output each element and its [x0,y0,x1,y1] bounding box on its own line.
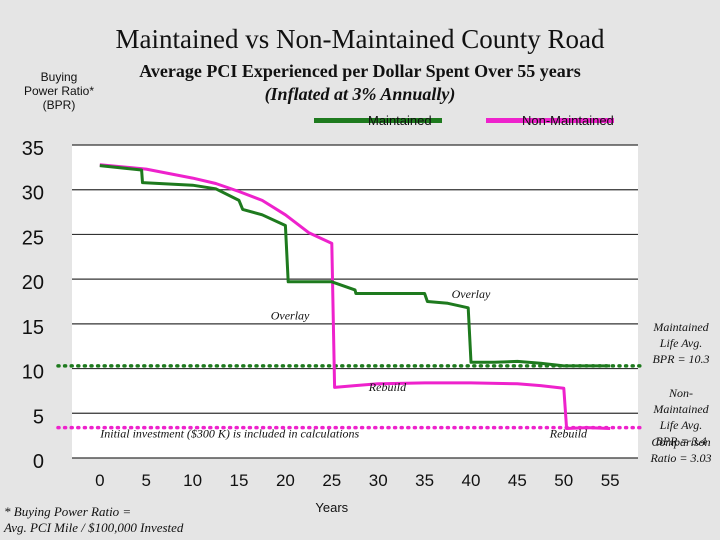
y-tick-label: 10 [22,362,44,384]
side-note-line: BPR = 10.3 [652,352,709,366]
x-tick-label: 10 [183,471,202,490]
x-tick-label: 50 [554,471,573,490]
y-tick-label: 30 [22,183,44,205]
y-axis-label: Buying Power Ratio* (BPR) [23,70,95,112]
annotation: Rebuild [368,380,407,394]
y-tick-label: 0 [33,451,44,473]
plot-area [72,145,638,458]
footnote-line1: * Buying Power Ratio = [4,504,132,519]
series-line-maintained [99,164,611,368]
annotation: Initial investment ($300 K) is included … [99,426,359,440]
side-note-line: Maintained [652,320,709,334]
x-tick-label: 20 [276,471,295,490]
x-axis-label: Years [315,500,348,515]
x-tick-label: 45 [508,471,527,490]
y-tick-label: 15 [22,317,44,339]
legend-swatch [314,118,442,123]
side-note-line: Non- [668,386,693,400]
series-line-non-maintained [99,163,611,430]
legend-label: Maintained [368,113,432,128]
x-tick-label: 0 [95,471,104,490]
y-tick-label: 35 [22,138,44,160]
annotation: Overlay [271,308,310,322]
y-tick-label: 25 [22,227,44,249]
x-tick-label: 35 [415,471,434,490]
legend-label: Non-Maintained [522,113,614,128]
side-note-line: Comparison [651,435,710,449]
legend-swatch [486,118,614,123]
x-tick-label: 40 [462,471,481,490]
side-note-line: Ratio = 3.03 [649,451,711,465]
side-note-line: Life Avg. [659,336,702,350]
footnote-line2: Avg. PCI Mile / $100,000 Invested [4,520,184,535]
x-tick-label: 15 [230,471,249,490]
chart-subtitle: Average PCI Experienced per Dollar Spent… [100,60,620,106]
chart-title: Maintained vs Non-Maintained County Road [115,24,605,54]
x-tick-label: 55 [601,471,620,490]
side-note-line: Life Avg. [659,418,702,432]
x-tick-label: 5 [141,471,150,490]
chart-subtitle-line2: (Inflated at 3% Annually) [264,84,456,104]
x-tick-label: 30 [369,471,388,490]
side-note-line: Maintained [652,402,709,416]
y-tick-label: 20 [22,272,44,294]
side-note-line: BPR = 3.4 [655,434,706,448]
annotation: Overlay [452,287,491,301]
x-tick-label: 25 [322,471,341,490]
chart-subtitle-line1: Average PCI Experienced per Dollar Spent… [139,61,581,81]
y-tick-label: 5 [33,406,44,428]
footnote: * Buying Power Ratio = Avg. PCI Mile / $… [4,504,214,536]
annotation: Rebuild [549,426,588,440]
